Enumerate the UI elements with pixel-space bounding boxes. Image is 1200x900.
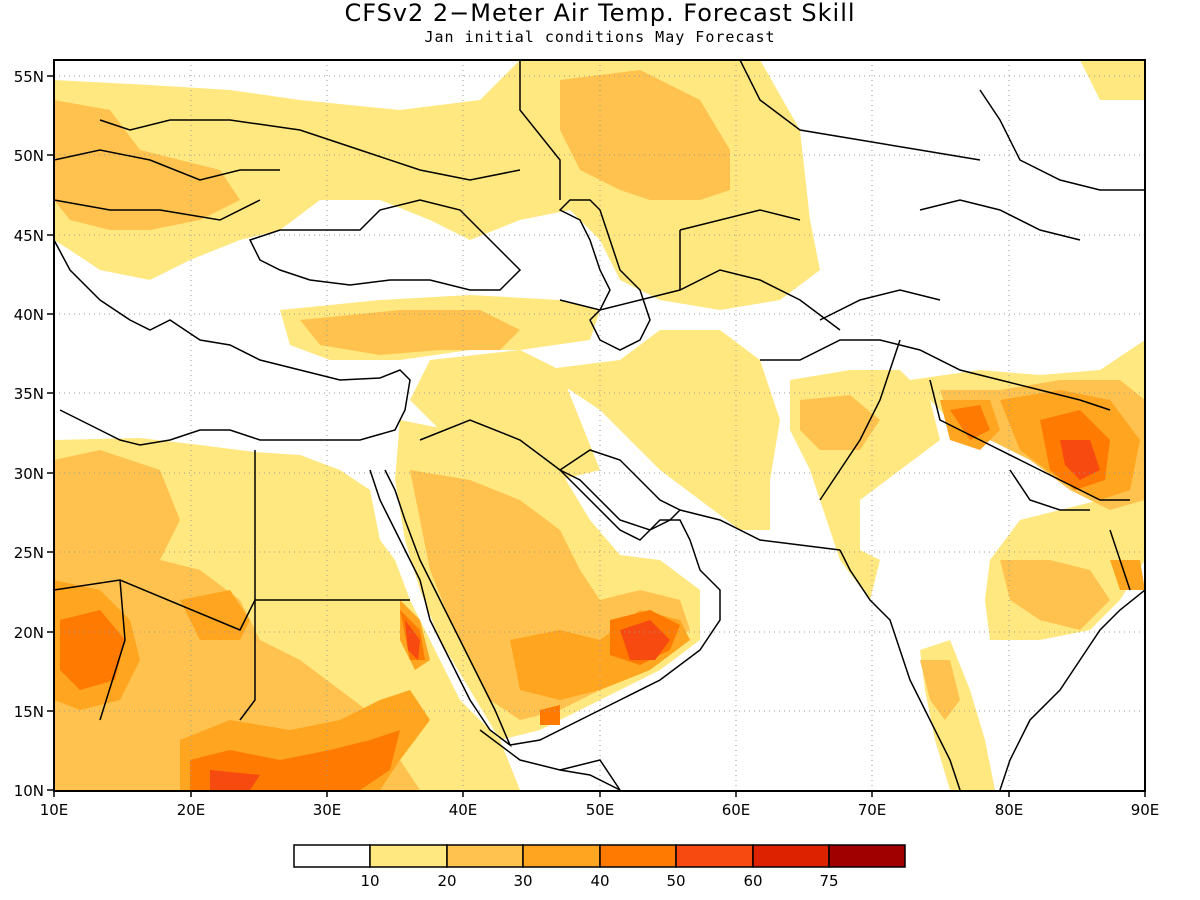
lat-tick-label: 25N (14, 544, 44, 562)
map-title: CFSv2 2−Meter Air Temp. Forecast Skill (344, 0, 856, 27)
legend-label: 60 (743, 872, 762, 890)
lon-tick-label: 50E (586, 801, 615, 819)
lat-tick-label: 30N (14, 465, 44, 483)
lat-tick-label: 40N (14, 306, 44, 324)
lon-tick-label: 40E (449, 801, 478, 819)
lat-tick-label: 20N (14, 624, 44, 642)
lon-tick-label: 80E (995, 801, 1024, 819)
legend-swatch-5 (675, 844, 754, 868)
legend-label: 10 (360, 872, 379, 890)
legend-swatch-0 (293, 844, 371, 868)
lat-labels: 10N 15N 20N 25N 30N 35N 40N 45N 50N 55N (14, 68, 44, 800)
lon-tick-label: 10E (40, 801, 69, 819)
skill-shading (54, 60, 1145, 790)
legend-label: 40 (590, 872, 609, 890)
lat-tick-label: 45N (14, 227, 44, 245)
color-legend: 10 20 30 40 50 60 75 (293, 844, 906, 890)
lon-tick-label: 60E (722, 801, 751, 819)
lat-tick-label: 50N (14, 147, 44, 165)
map-subtitle: Jan initial conditions May Forecast (424, 28, 776, 46)
lon-tick-label: 20E (177, 801, 206, 819)
legend-label: 50 (666, 872, 685, 890)
lat-tick-label: 55N (14, 68, 44, 86)
lat-tick-label: 35N (14, 385, 44, 403)
lat-tick-label: 15N (14, 703, 44, 721)
axis-ticks (47, 75, 1146, 797)
lon-tick-label: 90E (1131, 801, 1160, 819)
legend-swatch-7 (828, 844, 906, 868)
legend-swatch-1 (369, 844, 448, 868)
legend-label: 30 (513, 872, 532, 890)
legend-label: 75 (819, 872, 838, 890)
lon-tick-label: 70E (858, 801, 887, 819)
legend-swatch-2 (446, 844, 524, 868)
legend-swatch-4 (599, 844, 677, 868)
legend-swatch-6 (752, 844, 830, 868)
lon-labels: 10E 20E 30E 40E 50E 60E 70E 80E 90E (40, 801, 1160, 819)
coastlines (54, 60, 1145, 791)
lon-tick-label: 30E (313, 801, 342, 819)
legend-swatch-3 (522, 844, 601, 868)
lat-tick-label: 10N (14, 782, 44, 800)
legend-label: 20 (437, 872, 456, 890)
